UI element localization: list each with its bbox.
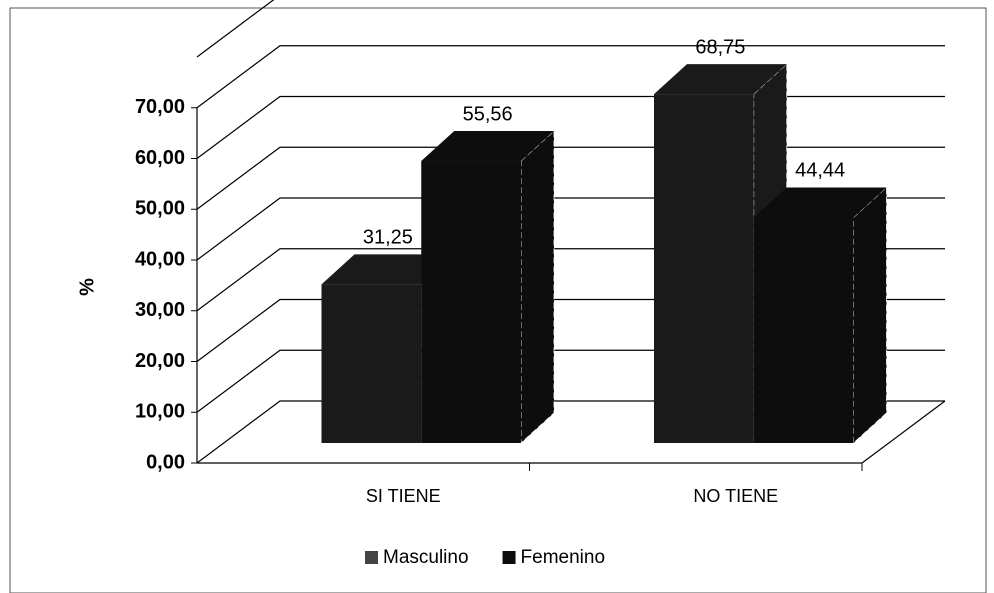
data-label: 44,44	[795, 160, 845, 182]
y-tick-label: 50,00	[135, 198, 185, 220]
data-label: 31,25	[363, 227, 413, 249]
legend-swatch	[365, 551, 378, 564]
data-label: 68,75	[695, 36, 745, 58]
grid-line	[196, 45, 945, 109]
bar-side	[853, 186, 887, 444]
y-tick-label: 70,00	[135, 96, 185, 118]
bar	[421, 161, 521, 443]
x-tick-label: NO TIENE	[693, 486, 778, 506]
y-tick-label: 40,00	[135, 248, 185, 270]
y-tick-label: 10,00	[135, 401, 185, 423]
bar	[321, 284, 422, 443]
bar	[654, 94, 754, 443]
legend-label: Femenino	[521, 547, 606, 568]
data-label: 55,56	[463, 103, 513, 125]
y-tick-label: 20,00	[135, 350, 185, 372]
legend-label: Masculino	[383, 547, 469, 568]
x-tick-label: SI TIENE	[366, 486, 441, 506]
y-tick-label: 0,00	[146, 451, 185, 473]
y-tick-label: 30,00	[135, 299, 185, 321]
bar-top	[421, 131, 554, 162]
legend-swatch	[502, 551, 516, 564]
wall-edge	[196, 0, 275, 58]
y-axis-label: %	[76, 278, 98, 296]
bar-top	[321, 254, 455, 285]
bar-top	[753, 187, 887, 218]
y-tick-label: 60,00	[135, 147, 185, 169]
bar-top	[654, 64, 787, 95]
bar-side	[520, 130, 555, 444]
bar	[753, 217, 854, 443]
